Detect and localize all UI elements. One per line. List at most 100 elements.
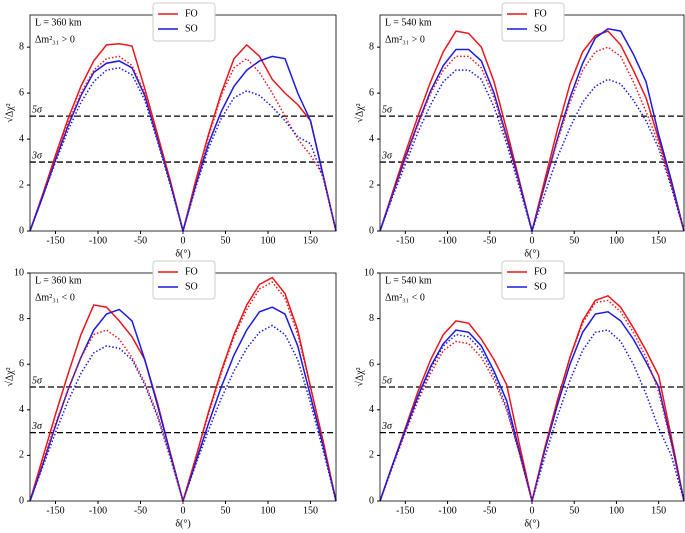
y-tick-label: 8 — [19, 313, 24, 324]
y-tick-label: 4 — [369, 133, 374, 144]
x-axis-label: δ(°) — [175, 518, 190, 529]
x-tick-label: 50 — [221, 505, 231, 516]
legend-box — [501, 2, 565, 42]
legend-label: FO — [534, 8, 547, 19]
y-tick-label: 8 — [369, 313, 374, 324]
data-line — [379, 329, 685, 504]
panel: -150 -100 -50 0 50 100 150 0 2 4 6 8 5σ 3σ δ(°) √Δχ² L =… — [354, 2, 685, 259]
y-tick-label: 2 — [369, 179, 374, 190]
data-line — [29, 55, 337, 234]
y-tick-label: 2 — [19, 179, 24, 190]
annotation: L = 360 km — [35, 17, 82, 28]
data-line — [379, 30, 685, 232]
legend-label: FO — [185, 266, 198, 277]
axes-frame — [379, 14, 685, 232]
x-tick-label: 150 — [651, 235, 666, 246]
x-tick-label: 150 — [651, 505, 666, 516]
annotation: L = 360 km — [35, 275, 82, 286]
legend-box — [501, 260, 565, 300]
panel: -150 -100 -50 0 50 100 150 0 2 4 6 8 5σ 3σ δ(°) √Δχ² L =… — [4, 2, 337, 259]
annotation: L = 540 km — [385, 275, 432, 286]
y-tick-label: 6 — [369, 87, 374, 98]
reference-label: 3σ — [381, 421, 393, 432]
x-tick-label: 100 — [261, 505, 276, 516]
data-line — [29, 324, 337, 504]
y-tick-label: 8 — [19, 41, 24, 52]
x-tick-label: 50 — [221, 235, 231, 246]
y-tick-label: 10 — [364, 267, 374, 278]
reference-label: 5σ — [382, 375, 393, 386]
y-tick-label: 0 — [19, 225, 24, 236]
annotation: Δm²₃₁ > 0 — [35, 34, 75, 45]
y-tick-label: 8 — [369, 41, 374, 52]
legend-box — [152, 260, 216, 300]
data-line — [379, 310, 685, 502]
data-line — [29, 281, 337, 504]
x-tick-label: 0 — [530, 235, 535, 246]
y-tick-label: 0 — [369, 225, 374, 236]
annotation: Δm²₃₁ < 0 — [35, 292, 75, 303]
x-tick-label: 50 — [569, 505, 579, 516]
y-axis-label: √Δχ² — [4, 367, 15, 386]
data-line — [29, 67, 337, 234]
x-tick-label: 0 — [181, 505, 186, 516]
legend-label: SO — [534, 23, 547, 34]
data-line — [29, 306, 337, 504]
y-axis-label: √Δχ² — [354, 367, 365, 386]
axes-frame — [29, 14, 337, 232]
y-tick-label: 10 — [14, 267, 24, 278]
y-tick-label: 0 — [369, 495, 374, 506]
annotation: Δm²₃₁ > 0 — [385, 34, 425, 45]
legend-label: SO — [185, 23, 198, 34]
x-tick-label: -100 — [89, 235, 107, 246]
reference-label: 5σ — [32, 104, 43, 115]
y-tick-label: 2 — [19, 450, 24, 461]
data-line — [379, 299, 685, 502]
y-tick-label: 2 — [369, 450, 374, 461]
x-tick-label: -150 — [396, 505, 414, 516]
legend-label: SO — [185, 281, 198, 292]
y-axis-label: √Δχ² — [4, 103, 15, 122]
x-tick-label: -50 — [483, 505, 496, 516]
x-tick-label: -50 — [134, 505, 147, 516]
legend-label: FO — [185, 8, 198, 19]
x-tick-label: -100 — [438, 505, 456, 516]
data-line — [379, 27, 685, 234]
x-tick-label: 100 — [609, 505, 624, 516]
x-axis-label: δ(°) — [524, 248, 539, 259]
data-line — [29, 55, 337, 234]
x-tick-label: -50 — [483, 235, 496, 246]
x-tick-label: 0 — [530, 505, 535, 516]
x-tick-label: 100 — [609, 235, 624, 246]
reference-label: 5σ — [382, 104, 393, 115]
x-tick-label: -100 — [438, 235, 456, 246]
x-tick-label: -150 — [46, 505, 64, 516]
x-tick-label: 100 — [261, 235, 276, 246]
x-tick-label: -100 — [89, 505, 107, 516]
x-axis-label: δ(°) — [175, 248, 190, 259]
x-tick-label: 150 — [303, 505, 318, 516]
annotation: L = 540 km — [385, 17, 432, 28]
panel: -150 -100 -50 0 50 100 150 0 2 4 6 8 10 5σ 3σ δ(°) √Δχ² L… — [354, 260, 685, 529]
y-axis-label: √Δχ² — [354, 103, 365, 122]
legend-label: FO — [534, 266, 547, 277]
reference-label: 5σ — [32, 375, 43, 386]
x-axis-label: δ(°) — [524, 518, 539, 529]
x-tick-label: 150 — [303, 235, 318, 246]
panel: -150 -100 -50 0 50 100 150 0 2 4 6 8 10 5σ 3σ δ(°) √Δχ² L… — [4, 260, 337, 529]
data-line — [379, 294, 685, 502]
reference-label: 3σ — [31, 421, 43, 432]
legend-box — [152, 2, 216, 42]
y-tick-label: 6 — [19, 87, 24, 98]
x-tick-label: -50 — [134, 235, 147, 246]
y-tick-label: 6 — [19, 358, 24, 369]
data-line — [379, 46, 685, 234]
annotation: Δm²₃₁ < 0 — [385, 292, 425, 303]
y-tick-label: 0 — [19, 495, 24, 506]
y-tick-label: 4 — [19, 404, 24, 415]
x-tick-label: 0 — [181, 235, 186, 246]
y-tick-label: 4 — [19, 133, 24, 144]
reference-label: 3σ — [31, 150, 43, 161]
legend-label: SO — [534, 281, 547, 292]
